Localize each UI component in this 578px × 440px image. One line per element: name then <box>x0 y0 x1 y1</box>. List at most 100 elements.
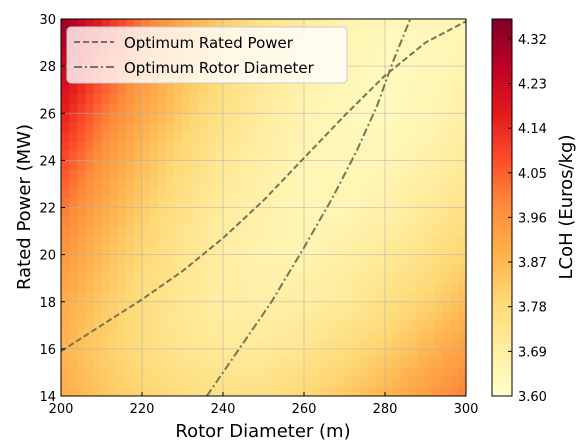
heatmap-cell <box>457 367 466 378</box>
heatmap-cell <box>320 160 329 171</box>
heatmap-cell <box>166 320 175 331</box>
heatmap-cell <box>320 207 329 218</box>
heatmap-cell <box>61 320 70 331</box>
heatmap-cell <box>312 301 321 312</box>
heatmap-cell <box>449 216 459 227</box>
heatmap-cell <box>77 198 86 209</box>
heatmap-cell <box>385 19 394 30</box>
heatmap-cell <box>409 358 418 369</box>
heatmap-cell <box>352 245 362 256</box>
heatmap-cell <box>433 273 443 284</box>
heatmap-cell <box>206 141 216 152</box>
heatmap-cell <box>433 358 443 369</box>
heatmap-cell <box>287 273 297 284</box>
heatmap-cell <box>158 216 167 227</box>
x-tick-label: 200 <box>49 402 74 417</box>
heatmap-cell <box>433 169 443 180</box>
heatmap-cell <box>279 386 289 396</box>
heatmap-cell <box>368 103 378 114</box>
heatmap-cell <box>344 179 354 190</box>
heatmap-cell <box>158 103 167 114</box>
heatmap-cell <box>449 169 459 180</box>
heatmap-cell <box>360 226 370 237</box>
heatmap-cell <box>393 75 402 86</box>
heatmap-cell <box>158 84 167 96</box>
heatmap-cell <box>368 292 378 303</box>
heatmap-cell <box>166 94 175 105</box>
heatmap-cell <box>142 226 151 237</box>
heatmap-cell <box>77 320 86 331</box>
heatmap-cell <box>409 226 418 237</box>
heatmap-cell <box>368 264 378 275</box>
heatmap-cell <box>368 56 378 67</box>
heatmap-cell <box>401 179 410 190</box>
heatmap-cell <box>174 94 184 105</box>
heatmap-cell <box>158 292 167 303</box>
heatmap-cell <box>198 330 208 341</box>
heatmap-cell <box>393 94 402 105</box>
heatmap-cell <box>401 103 410 114</box>
heatmap-cell <box>158 160 167 171</box>
heatmap-cell <box>214 84 224 96</box>
heatmap-cell <box>182 188 192 199</box>
heatmap-cell <box>336 311 346 322</box>
heatmap-cell <box>190 330 200 341</box>
heatmap-cell <box>255 84 265 96</box>
heatmap-cell <box>385 282 394 293</box>
heatmap-cell <box>190 377 200 388</box>
heatmap-cell <box>417 358 427 369</box>
heatmap-cell <box>368 301 378 312</box>
heatmap-cell <box>142 348 151 359</box>
heatmap-cell <box>360 377 370 388</box>
heatmap-cell <box>304 367 313 378</box>
heatmap-cell <box>441 84 451 96</box>
heatmap-cell <box>142 339 151 350</box>
heatmap-cell <box>401 320 410 331</box>
heatmap-cell <box>166 198 175 209</box>
heatmap-cell <box>263 273 273 284</box>
heatmap-cell <box>417 386 427 396</box>
heatmap-cell <box>174 273 184 284</box>
heatmap-cell <box>271 132 281 143</box>
heatmap-cell <box>125 386 135 396</box>
heatmap-cell <box>336 198 346 209</box>
heatmap-cell <box>344 216 354 227</box>
heatmap-cell <box>109 273 119 284</box>
heatmap-cell <box>117 150 127 161</box>
heatmap-cell <box>125 188 135 199</box>
heatmap-cell <box>101 301 111 312</box>
heatmap-cell <box>77 113 86 124</box>
heatmap-cell <box>125 19 135 30</box>
heatmap-cell <box>376 66 386 77</box>
heatmap-cell <box>344 169 354 180</box>
heatmap-cell <box>117 169 127 180</box>
heatmap-cell <box>393 386 402 396</box>
heatmap-cell <box>206 169 216 180</box>
heatmap-cell <box>417 141 427 152</box>
heatmap-cell <box>239 132 248 143</box>
heatmap-cell <box>214 367 224 378</box>
heatmap-cell <box>142 301 151 312</box>
heatmap-cell <box>150 348 159 359</box>
heatmap-cell <box>61 245 70 256</box>
heatmap-cell <box>425 132 435 143</box>
heatmap-cell <box>247 264 256 275</box>
heatmap-cell <box>142 282 151 293</box>
heatmap-cell <box>433 226 443 237</box>
heatmap-cell <box>287 320 297 331</box>
heatmap-cell <box>247 94 256 105</box>
heatmap-cell <box>287 94 297 105</box>
heatmap-cell <box>449 75 459 86</box>
heatmap-cell <box>312 113 321 124</box>
heatmap-cell <box>69 113 78 124</box>
heatmap-cell <box>457 103 466 114</box>
heatmap-cell <box>385 56 394 67</box>
heatmap-cell <box>328 254 337 265</box>
heatmap-cell <box>457 216 466 227</box>
heatmap-cell <box>449 84 459 96</box>
heatmap-cell <box>312 282 321 293</box>
heatmap-cell <box>133 216 143 227</box>
heatmap-cell <box>328 235 337 246</box>
heatmap-cell <box>336 367 346 378</box>
heatmap-cell <box>393 122 402 133</box>
